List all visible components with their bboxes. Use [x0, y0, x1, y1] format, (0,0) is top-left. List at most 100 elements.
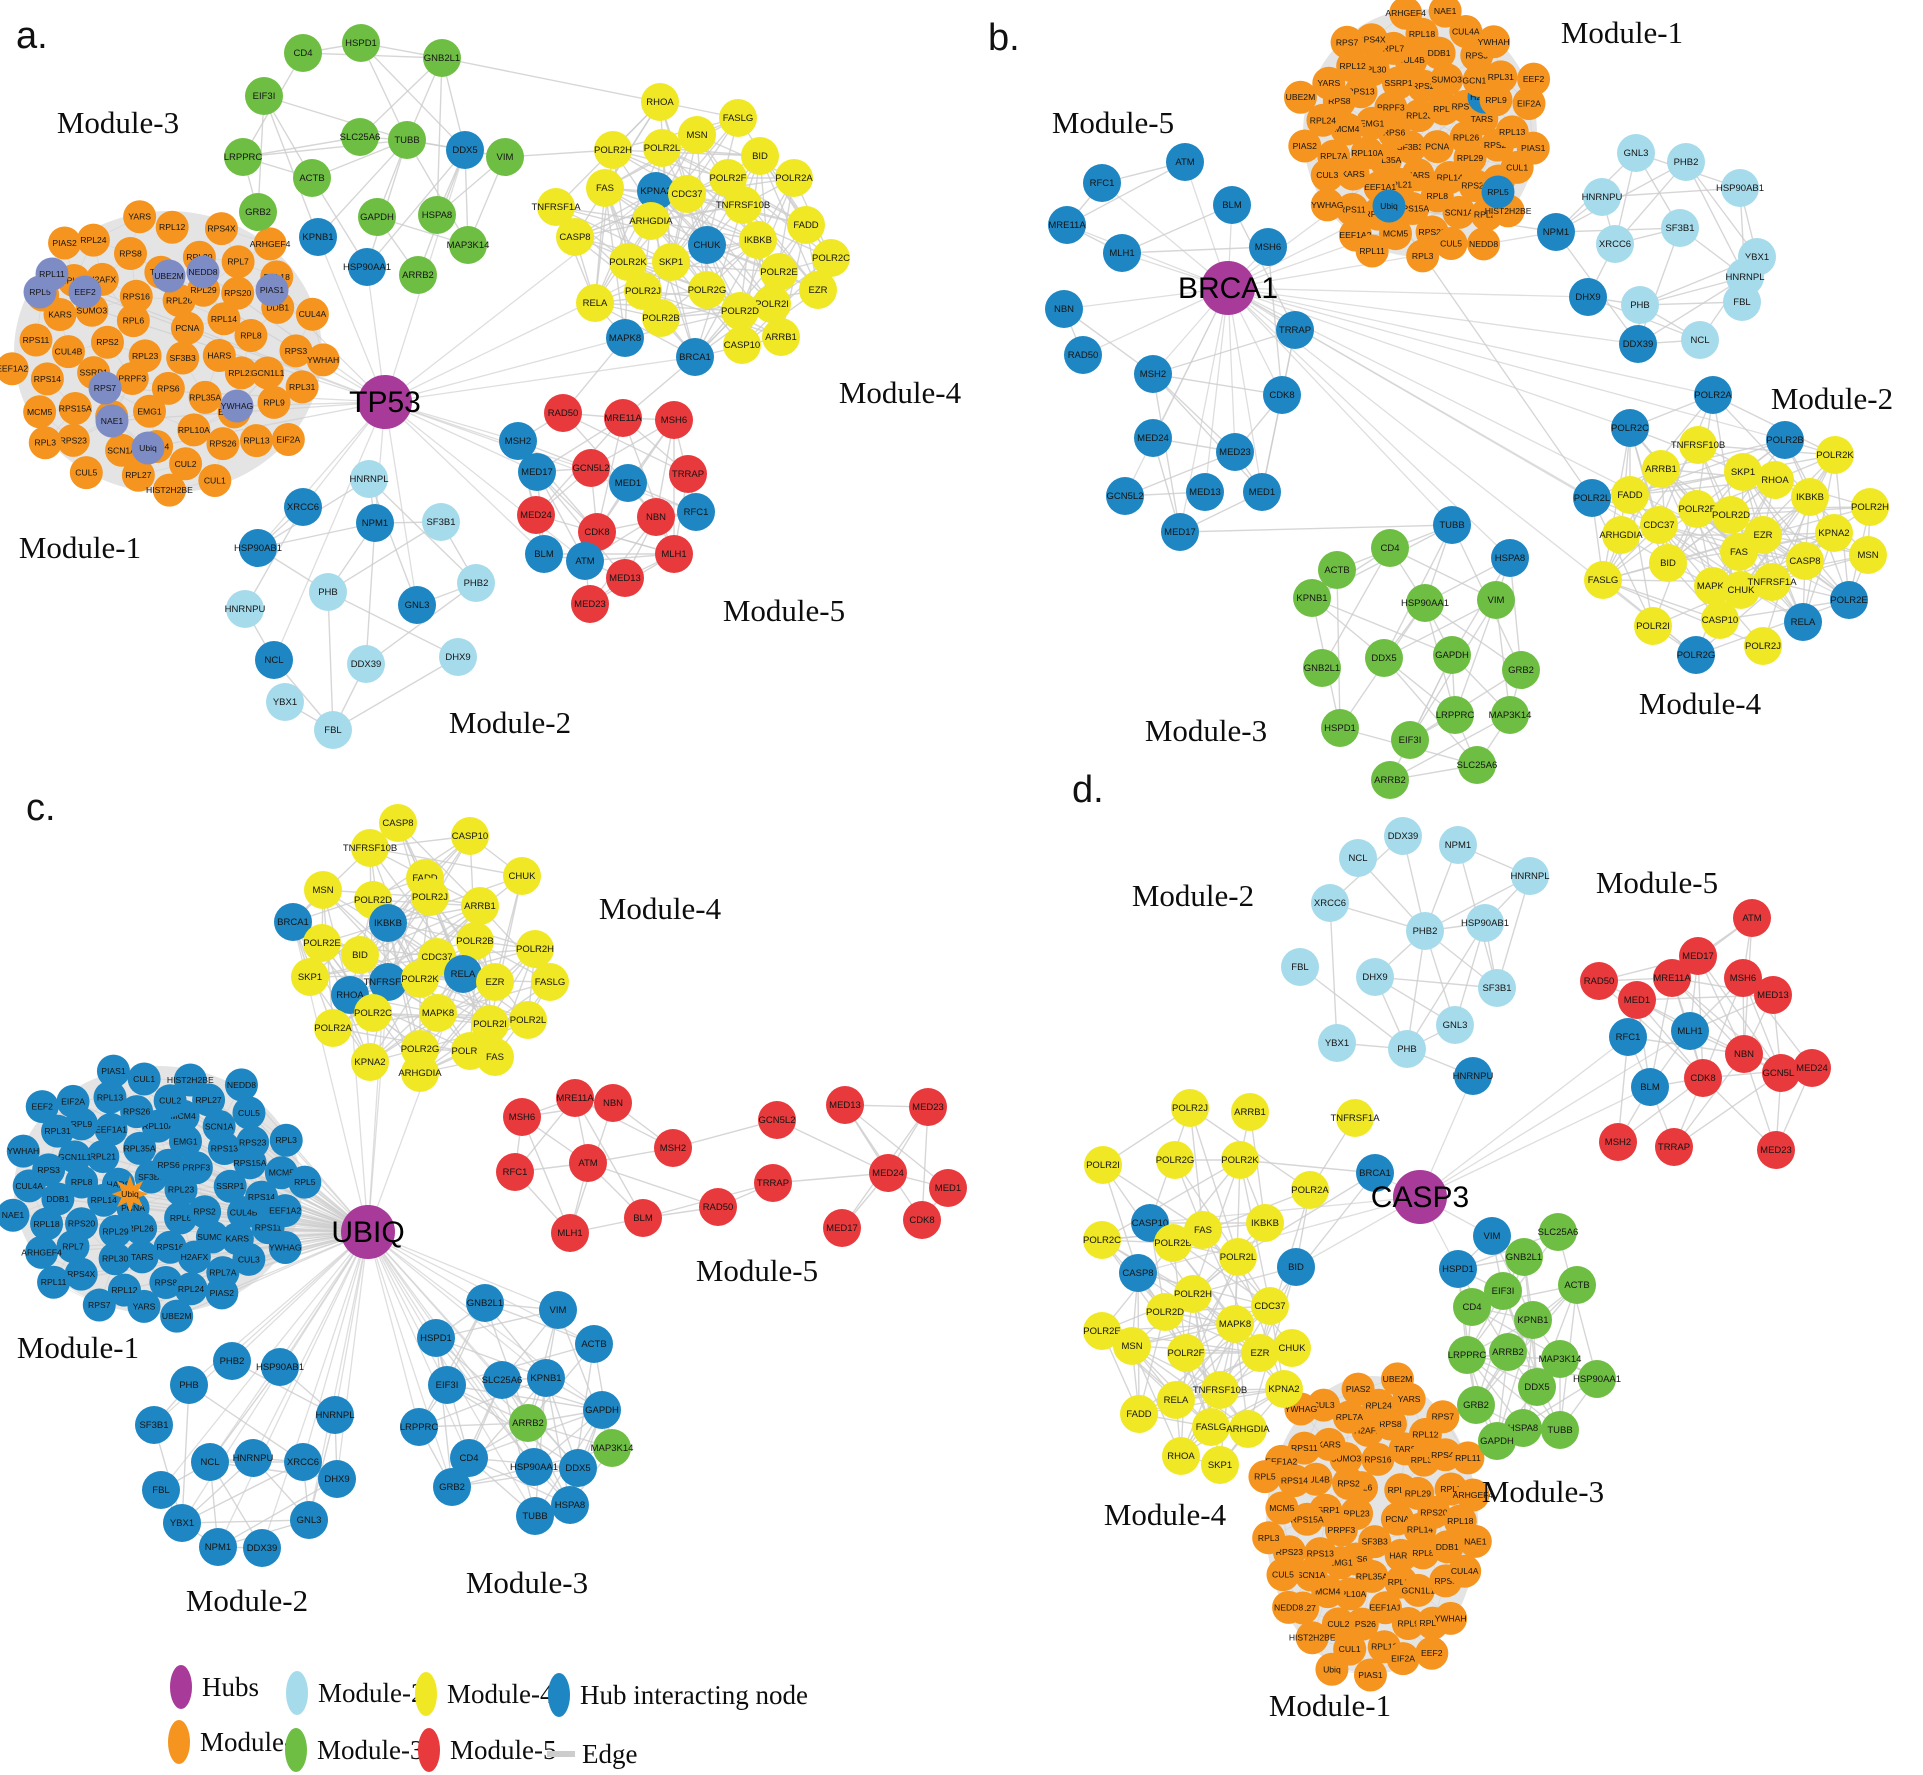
module-cluster-module-1-tp53: SF3B3 RPL23 PCNA RPS6 RPL6 HARS PRPF3 RPL26 RPL3…	[0, 200, 340, 507]
node-label-POLR2J: POLR2J	[625, 286, 661, 297]
node-label-CUL1: CUL1	[204, 475, 226, 485]
node-NAE1	[95, 404, 129, 438]
edge	[419, 978, 529, 1021]
node-label-MRE11A: MRE11A	[1048, 220, 1086, 231]
node-label-CHUK: CHUK	[694, 240, 722, 251]
edge	[368, 478, 477, 584]
node-label-SUMO3: SUMO3	[1331, 1453, 1362, 1463]
module-label-module-4: Module-4	[839, 375, 962, 410]
node-CUL4B	[51, 335, 85, 369]
node-label-HIST2H2BE: HIST2H2BE	[1485, 206, 1532, 216]
node-label-Ubiq: Ubiq	[139, 443, 157, 453]
edge	[327, 591, 459, 658]
node-label-RPS11: RPS11	[23, 335, 50, 345]
legend-item-edge: Edge	[547, 1739, 637, 1769]
node-label-PCNA: PCNA	[175, 323, 199, 333]
module-cluster-module-3-brca1: TUBB CD4 ACTB HSPA8 KPNB1 HSP90AA1 VIM DDX5 GAPD…	[1293, 506, 1540, 799]
node-label-FAS: FAS	[1730, 547, 1748, 558]
module-cluster-module-2-casp3: DDX39 NPM1 NCL XRCC6 PHB2 HSP90AB1 HNRNPL DHX9 F…	[1281, 817, 1550, 1095]
node-label-YWHAG: YWHAG	[269, 1243, 302, 1253]
node-label-MED17: MED17	[521, 467, 553, 478]
node-label-SSRP1: SSRP1	[1384, 78, 1412, 88]
node-label-RPL7A: RPL7A	[1336, 1412, 1363, 1422]
node-label-CUL4B: CUL4B	[1302, 1474, 1330, 1484]
hub-edge	[302, 1231, 369, 1463]
node-RPL5	[288, 1165, 322, 1199]
node-MED23	[1757, 1131, 1795, 1169]
edge	[1697, 955, 1782, 1074]
node-label-MED17: MED17	[1164, 527, 1196, 538]
legend-item-module-4: Module-4	[415, 1672, 554, 1716]
node-label-EEF2: EEF2	[1421, 1648, 1443, 1658]
node-RAD50	[699, 1188, 737, 1226]
edge	[257, 522, 376, 549]
node-label-TUBB: TUBB	[522, 1511, 547, 1522]
node-MRE11A	[1048, 206, 1086, 244]
node-label-IKBKB: IKBKB	[1796, 492, 1824, 503]
legend-label: Hub interacting node	[580, 1680, 808, 1710]
node-GNL3	[1617, 134, 1655, 172]
node-RELA	[1157, 1381, 1195, 1419]
node-TUBB	[1433, 506, 1471, 544]
node-label-CASP8: CASP8	[559, 232, 590, 243]
nodes-layer: SF3B3 RPL23 PCNA RPS6 RPL6 HARS PRPF3 RPL26 RPL3…	[1045, 0, 1889, 799]
node-MLH1	[551, 1214, 589, 1252]
node-RPS23	[236, 1125, 270, 1159]
module-label-module-5: Module-5	[696, 1253, 818, 1288]
node-label-POLR2F: POLR2F	[1679, 504, 1716, 515]
node-VIM	[486, 138, 524, 176]
node-POLR2I	[753, 285, 791, 323]
hub-edge	[1227, 287, 1589, 298]
node-label-MSH2: MSH2	[505, 436, 531, 447]
node-HIST2H2BE	[173, 1063, 207, 1097]
node-CASP10	[1701, 601, 1739, 639]
node-label-EIF2A: EIF2A	[276, 434, 300, 444]
node-label-FASLG: FASLG	[723, 113, 754, 124]
node-label-CASP8: CASP8	[1122, 1268, 1153, 1279]
node-label-RPL13: RPL13	[1371, 1642, 1397, 1652]
node-label-RPL9: RPL9	[71, 1119, 93, 1129]
node-label-NPM1: NPM1	[1445, 840, 1471, 851]
hub-edge	[1124, 287, 1229, 497]
node-label-PRPF3: PRPF3	[1377, 103, 1405, 113]
hub-edge	[349, 994, 369, 1233]
node-CUL5	[69, 456, 103, 490]
legend-label: Module-2	[318, 1678, 424, 1708]
node-label-EEF1A2: EEF1A2	[0, 364, 28, 374]
node-CUL4A	[295, 297, 329, 331]
node-label-ARHGEF4: ARHGEF4	[1385, 8, 1426, 18]
node-label-MSN: MSN	[312, 885, 333, 896]
node-label-POLR2B: POLR2B	[1154, 1238, 1192, 1249]
node-FADD	[1120, 1395, 1158, 1433]
node-MAPK8	[419, 994, 457, 1032]
node-label-RPL6: RPL6	[170, 1213, 192, 1223]
node-RFC1	[1083, 164, 1121, 202]
hub-edge	[51, 273, 386, 403]
node-label-Ubiq: Ubiq	[121, 1189, 139, 1199]
node-label-NBN: NBN	[603, 1098, 623, 1109]
node-EEF1A1	[94, 1112, 128, 1146]
node-HNRNPU	[1583, 178, 1621, 216]
node-RPS16	[1361, 1442, 1395, 1476]
node-RAD50	[544, 394, 582, 432]
node-label-BID: BID	[352, 950, 368, 961]
node-ARRB1	[461, 887, 499, 925]
node-label-RPL14: RPL14	[91, 1195, 117, 1205]
hub-edge	[384, 401, 586, 562]
node-label-RPL30: RPL30	[102, 1254, 128, 1264]
node-CDC37	[1640, 506, 1678, 544]
node-label-RPS23: RPS23	[239, 1137, 266, 1147]
node-label-RPS26: RPS26	[209, 439, 236, 449]
node-label-POLR2H: POLR2H	[1851, 502, 1889, 513]
node-label-CUL1: CUL1	[1506, 162, 1528, 172]
node-label-RPS16: RPS16	[123, 291, 150, 301]
node-label-RPL14: RPL14	[211, 314, 237, 324]
node-GCN1L1	[251, 356, 285, 390]
node-label-POLR2K: POLR2K	[1221, 1155, 1259, 1166]
node-label-RPS26: RPS26	[123, 1107, 150, 1117]
node-label-CUL5: CUL5	[1272, 1570, 1294, 1580]
node-HSP90AB1	[261, 1348, 299, 1386]
node-label-RPL13: RPL13	[243, 436, 269, 446]
node-label-HIST2H2BE: HIST2H2BE	[146, 485, 193, 495]
node-label-ARRB1: ARRB1	[765, 332, 797, 343]
